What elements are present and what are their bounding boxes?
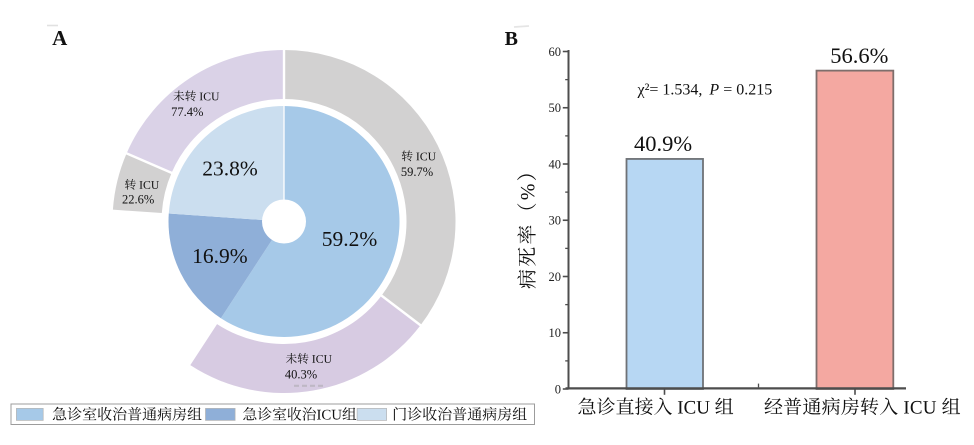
svg-text:A: A (52, 26, 68, 50)
svg-text:χ²= 1.534,P = 0.215: χ²= 1.534, P = 0.215 (637, 81, 773, 98)
svg-text:40: 40 (549, 157, 562, 171)
svg-text:B: B (505, 28, 518, 50)
svg-text:59.2%: 59.2% (322, 227, 378, 251)
svg-text:23.8%: 23.8% (202, 157, 258, 181)
svg-text:16.9%: 16.9% (192, 244, 248, 268)
svg-text:77.4%: 77.4% (171, 105, 203, 119)
svg-text:20: 20 (549, 270, 562, 284)
svg-text:10: 10 (549, 326, 562, 340)
svg-text:22.6%: 22.6% (122, 193, 154, 207)
svg-text:59.7%: 59.7% (401, 165, 433, 179)
svg-text:0: 0 (555, 382, 561, 396)
svg-text:30: 30 (549, 214, 562, 228)
svg-text:40.9%: 40.9% (634, 131, 692, 156)
svg-text:56.6%: 56.6% (830, 43, 888, 68)
svg-text:40.3%: 40.3% (285, 368, 317, 382)
svg-text:60: 60 (549, 45, 562, 59)
svg-text:50: 50 (549, 101, 562, 115)
